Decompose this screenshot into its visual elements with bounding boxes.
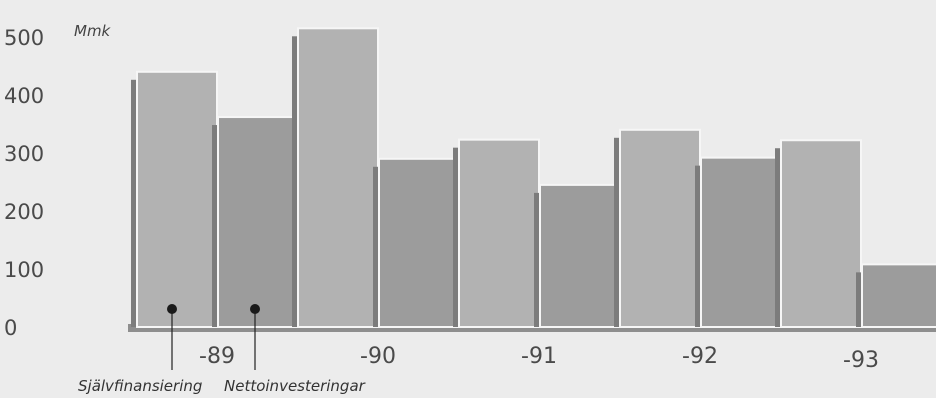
legend-label-1: Självfinansiering bbox=[78, 377, 202, 395]
bar-shadow bbox=[212, 125, 218, 327]
x-tick-label: -93 bbox=[843, 348, 879, 373]
bar-shadow bbox=[373, 166, 379, 327]
y-tick-label: 400 bbox=[4, 84, 44, 108]
bar-shadow bbox=[856, 272, 862, 327]
legend-marker-2 bbox=[250, 304, 260, 314]
x-tick-label: -89 bbox=[199, 344, 235, 369]
bar-shadow bbox=[534, 192, 540, 327]
legend-marker-1 bbox=[167, 304, 177, 314]
bars bbox=[131, 27, 936, 329]
bar-sjalvfinansiering-91 bbox=[458, 138, 540, 328]
bar-nettoinvesteringar-90 bbox=[378, 157, 460, 328]
x-tick-label: -92 bbox=[682, 344, 718, 369]
legend: Självfinansiering Nettoinvesteringar bbox=[78, 304, 366, 395]
bar-shadow bbox=[775, 148, 781, 327]
y-tick-label: 300 bbox=[4, 142, 44, 166]
y-tick-label: 200 bbox=[4, 200, 44, 224]
x-axis-labels: -89 -90 -91 -92 -93 bbox=[199, 344, 879, 373]
y-axis-ticks: 0 100 200 300 400 500 bbox=[4, 26, 44, 340]
bar-sjalvfinansiering-89 bbox=[136, 70, 218, 328]
x-tick-label: -90 bbox=[360, 344, 396, 369]
x-tick-label: -91 bbox=[521, 344, 557, 369]
legend-label-2: Nettoinvesteringar bbox=[224, 377, 366, 395]
bar-sjalvfinansiering-90 bbox=[297, 27, 379, 329]
bar-shadow bbox=[695, 165, 701, 327]
bar-shadow bbox=[131, 79, 137, 327]
y-tick-label: 100 bbox=[4, 258, 44, 282]
unit-label: Mmk bbox=[74, 22, 112, 40]
bar-shadow bbox=[292, 36, 298, 328]
bar-shadow bbox=[453, 147, 459, 327]
bar-sjalvfinansiering-92 bbox=[619, 128, 701, 328]
y-tick-label: 500 bbox=[4, 26, 44, 50]
y-tick-label: 0 bbox=[4, 316, 17, 340]
bar-nettoinvesteringar-89 bbox=[217, 116, 299, 329]
bar-sjalvfinansiering-93 bbox=[780, 139, 862, 328]
bar-nettoinvesteringar-91 bbox=[539, 183, 621, 328]
bar-shadow bbox=[614, 137, 620, 327]
bar-nettoinvesteringar-93 bbox=[861, 263, 936, 328]
bar-nettoinvesteringar-92 bbox=[700, 156, 782, 328]
